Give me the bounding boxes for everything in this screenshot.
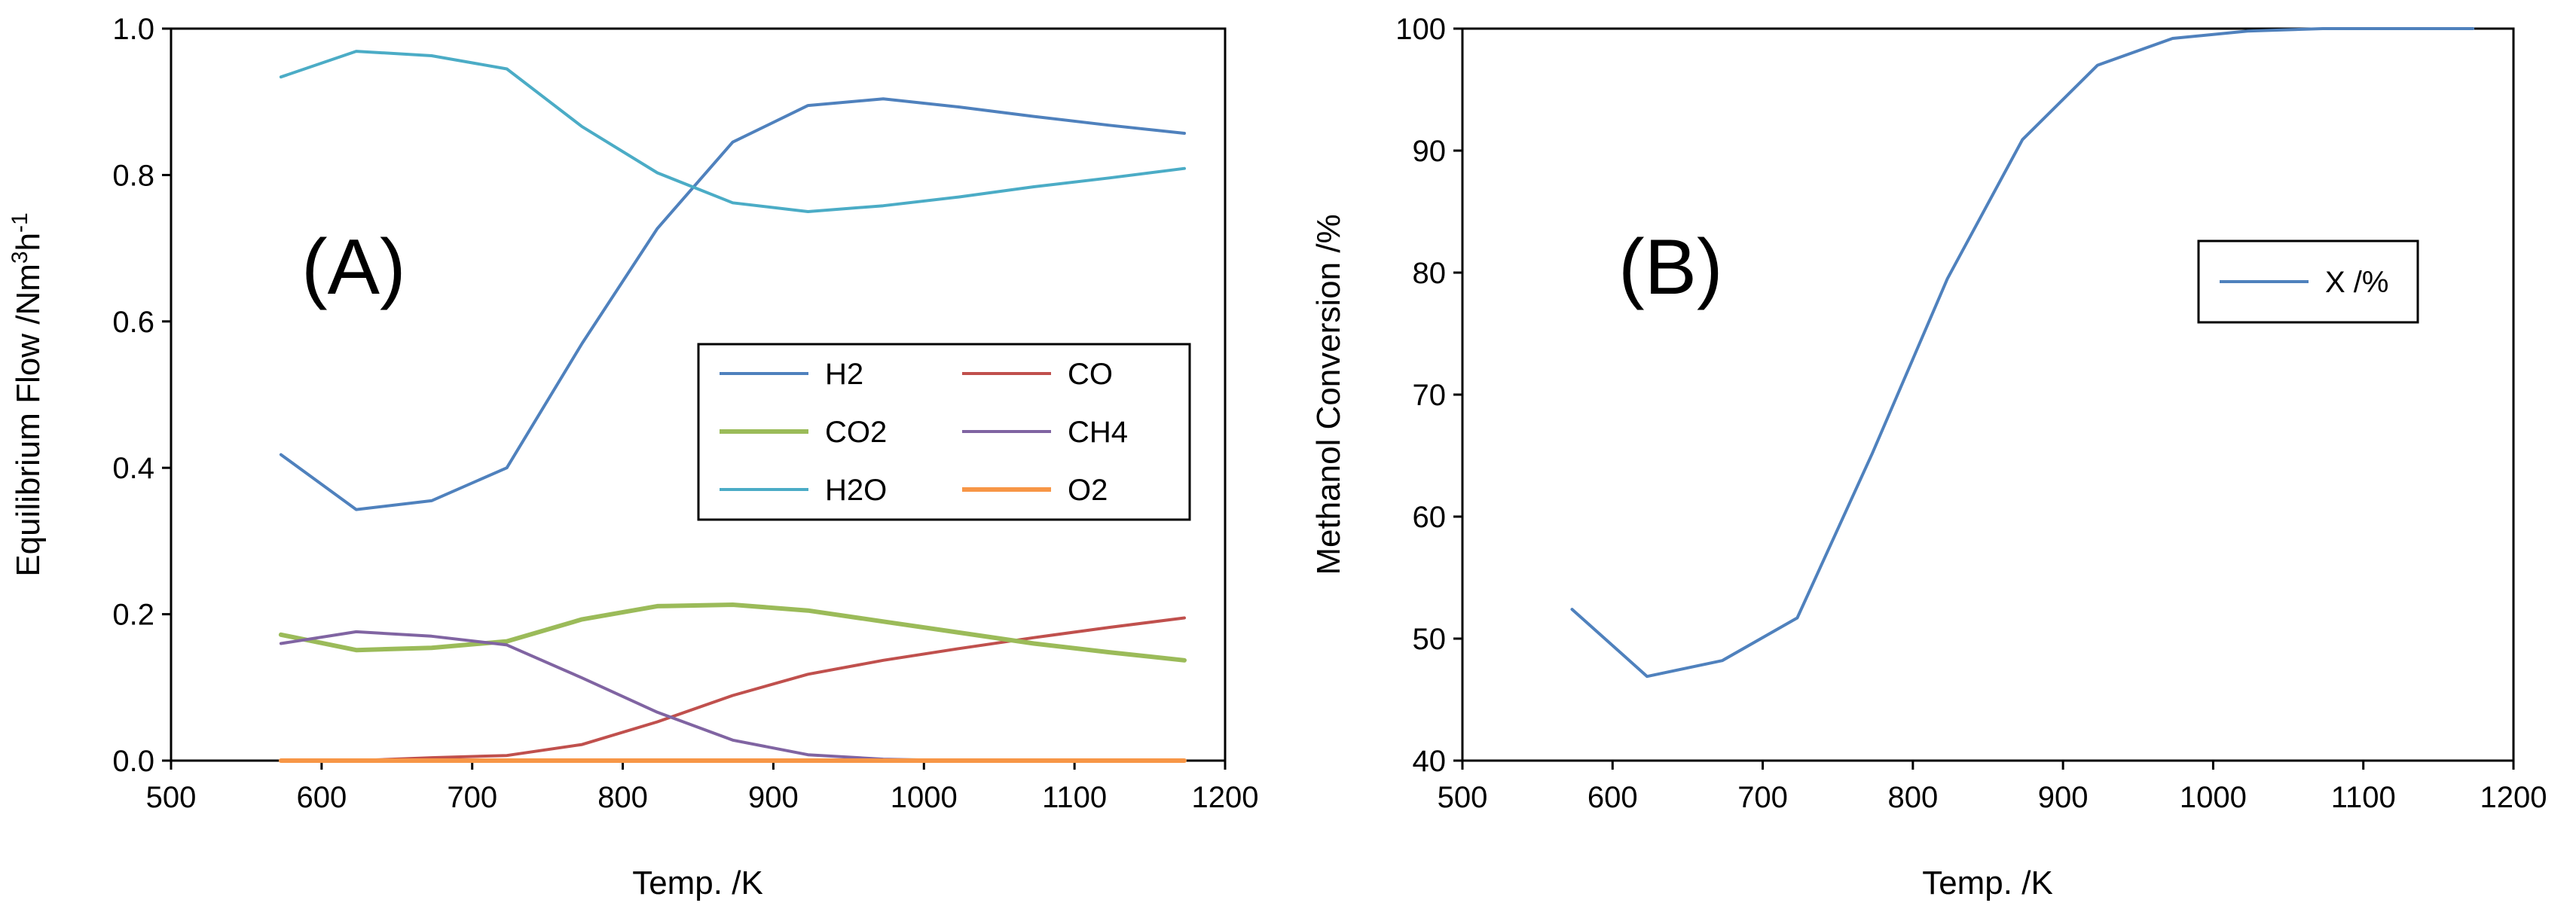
legend-entry-label: CO2 [825, 416, 887, 449]
y-axis-title-a-sup2: -1 [8, 212, 32, 233]
y-axis-title-a-main: Equilibrium Flow /Nm [10, 264, 47, 577]
x-tick-label: 800 [1887, 781, 1938, 814]
x-tick-label: 600 [296, 781, 347, 814]
x-tick-label: 1100 [2331, 781, 2396, 814]
y-tick-label: 40 [1413, 745, 1447, 778]
x-tick-label: 900 [2038, 781, 2089, 814]
x-tick-labels-a: 500 600 700 800 900 1000 1100 1200 [146, 761, 1259, 814]
y-axis-title-a: Equilibrium Flow /Nm3h-1 [8, 212, 47, 577]
legend-entry-label: H2 [825, 358, 863, 391]
chart-panel-b: 40 50 60 70 80 90 100 500 600 700 800 900 1000 1100 1… [1310, 13, 2547, 901]
y-tick-label: 60 [1413, 501, 1447, 534]
x-tick-label: 1200 [2480, 781, 2547, 814]
legend-entry-label: X /% [2325, 266, 2388, 299]
x-axis-title-b: Temp. /K [1922, 865, 2053, 901]
y-tick-label: 80 [1413, 257, 1447, 290]
y-tick-labels-b: 40 50 60 70 80 90 100 [1395, 13, 1462, 778]
panel-label-a: (A) [301, 224, 406, 311]
series-line-co2 [278, 602, 1187, 663]
legend-entry-label: CO [1068, 358, 1113, 391]
y-axis-title-a-mid: h [10, 233, 47, 251]
x-tick-label: 1000 [891, 781, 958, 814]
y-axis-title-a-sup: 3 [8, 251, 32, 264]
series-lines-a [278, 50, 1187, 763]
y-tick-label: 1.0 [112, 13, 154, 46]
legend-entry-label: O2 [1068, 474, 1108, 507]
y-tick-labels-a: 0.0 0.2 0.4 0.6 0.8 1.0 [112, 13, 171, 778]
series-line-x [1570, 27, 2475, 679]
y-tick-label: 90 [1413, 135, 1447, 168]
series-lines-b [1570, 27, 2475, 679]
y-tick-label: 50 [1413, 623, 1447, 656]
legend-entry-label: H2O [825, 474, 887, 507]
chart-panel-a: 0.0 0.2 0.4 0.6 0.8 1.0 500 600 700 800 900 1000 11… [8, 13, 1258, 901]
x-tick-label: 500 [146, 781, 197, 814]
y-tick-label: 0.8 [112, 159, 154, 192]
series-line-h2 [279, 97, 1186, 511]
x-tick-labels-b: 500 600 700 800 900 1000 1100 1200 [1438, 761, 2547, 814]
y-tick-label: 0.6 [112, 306, 154, 339]
x-axis-title-a: Temp. /K [632, 865, 763, 901]
legend-b: X /% [2197, 239, 2419, 324]
x-tick-label: 1000 [2180, 781, 2247, 814]
x-tick-label: 500 [1438, 781, 1488, 814]
x-tick-label: 700 [1737, 781, 1788, 814]
legend-entry-label: CH4 [1068, 416, 1128, 449]
series-line-h2o [279, 50, 1186, 213]
series-line-co [279, 616, 1186, 762]
y-tick-label: 0.0 [112, 745, 154, 778]
x-tick-label: 800 [597, 781, 648, 814]
x-tick-label: 900 [748, 781, 799, 814]
y-tick-label: 0.4 [112, 452, 154, 485]
y-axis-title-b: Methanol Conversion /% [1310, 214, 1347, 575]
y-tick-label: 70 [1413, 379, 1447, 412]
panel-label-b: (B) [1618, 224, 1723, 311]
x-tick-label: 700 [447, 781, 497, 814]
x-tick-label: 600 [1587, 781, 1638, 814]
y-tick-label: 100 [1395, 13, 1446, 46]
legend-a: H2 CO CO2 CH4 H2O O2 [697, 343, 1191, 521]
y-tick-label: 0.2 [112, 599, 154, 632]
x-tick-label: 1100 [1042, 781, 1107, 814]
x-tick-label: 1200 [1192, 781, 1259, 814]
